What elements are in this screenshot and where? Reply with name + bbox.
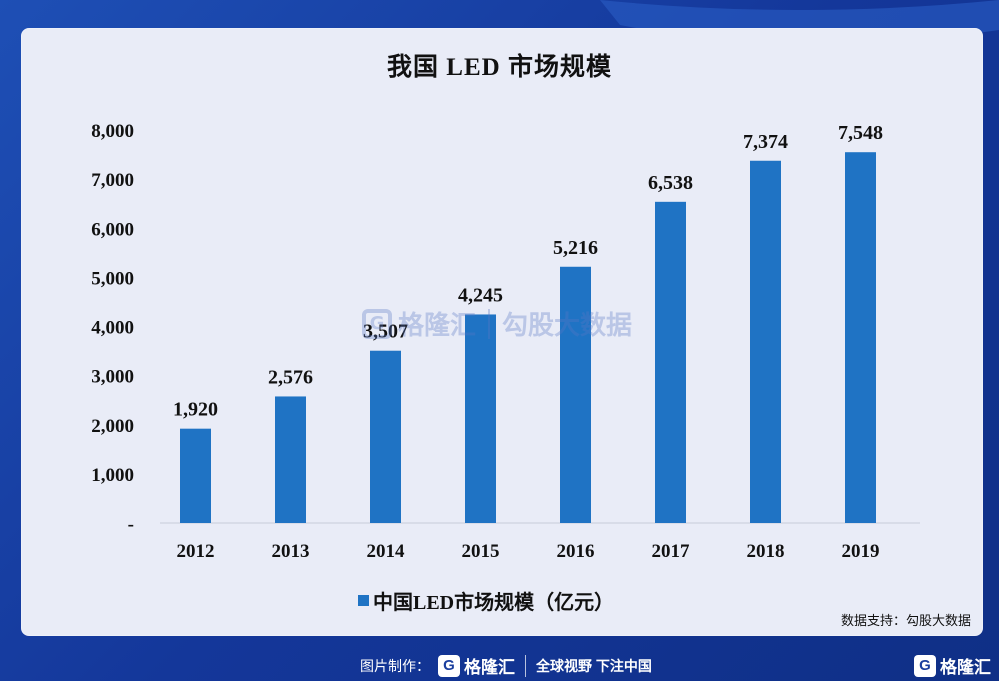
chart-card bbox=[21, 28, 983, 636]
footer: 图片制作： G 格隆汇 全球视野 下注中国 G 格隆汇 bbox=[0, 646, 999, 681]
x-tick-label: 2016 bbox=[557, 541, 595, 562]
y-tick-label: 7,000 bbox=[91, 170, 134, 191]
data-source: 数据支持：勾股大数据 bbox=[840, 613, 971, 628]
bar-value-label: 7,374 bbox=[743, 131, 788, 153]
footer-divider bbox=[525, 654, 526, 677]
y-tick-label: 8,000 bbox=[91, 121, 134, 142]
legend-label: 中国LED市场规模（亿元） bbox=[373, 592, 615, 614]
bar-value-label: 1,920 bbox=[173, 399, 218, 421]
bar-value-label: 5,216 bbox=[553, 237, 598, 259]
y-tick-label: 5,000 bbox=[91, 268, 134, 289]
bar-value-label: 3,507 bbox=[363, 321, 408, 343]
y-tick-label: 6,000 bbox=[91, 219, 134, 240]
y-tick-label: 4,000 bbox=[91, 318, 134, 339]
bar bbox=[465, 314, 496, 523]
bar-value-label: 6,538 bbox=[648, 172, 693, 194]
bar bbox=[560, 266, 591, 523]
x-tick-label: 2017 bbox=[652, 541, 691, 562]
x-tick-label: 2014 bbox=[367, 541, 406, 562]
footer-logo-icon: G bbox=[438, 654, 460, 677]
corner-logo-icon: G bbox=[914, 654, 936, 677]
bar bbox=[180, 428, 211, 523]
x-tick-label: 2019 bbox=[842, 541, 880, 562]
bar bbox=[275, 396, 306, 523]
bar bbox=[370, 350, 401, 523]
x-tick-label: 2013 bbox=[272, 541, 310, 562]
bar bbox=[845, 152, 876, 523]
y-tick-label: 1,000 bbox=[91, 465, 134, 486]
x-tick-label: 2018 bbox=[747, 541, 785, 562]
bar bbox=[655, 201, 686, 524]
bar bbox=[750, 160, 781, 523]
x-tick-label: 2015 bbox=[462, 541, 500, 562]
y-tick-label: 2,000 bbox=[91, 416, 134, 437]
y-tick-label: - bbox=[128, 514, 134, 535]
y-tick-label: 3,000 bbox=[91, 367, 134, 388]
footer-made-by: 图片制作： bbox=[360, 657, 430, 674]
legend-swatch bbox=[358, 595, 369, 606]
corner-brand: 格隆汇 bbox=[940, 658, 991, 677]
footer-credit: 图片制作： G 格隆汇 全球视野 下注中国 bbox=[360, 653, 652, 678]
footer-slogan: 全球视野 下注中国 bbox=[536, 657, 652, 674]
footer-corner-brand: G 格隆汇 bbox=[906, 653, 991, 678]
bar-value-label: 4,245 bbox=[458, 284, 503, 306]
bar-value-label: 7,548 bbox=[838, 122, 883, 144]
bar-value-label: 2,576 bbox=[268, 366, 313, 388]
chart-legend: 中国LED市场规模（亿元） bbox=[358, 586, 614, 615]
footer-brand: 格隆汇 bbox=[464, 658, 515, 677]
x-tick-label: 2012 bbox=[177, 541, 215, 562]
chart-title: 我国 LED 市场规模 bbox=[387, 54, 612, 81]
